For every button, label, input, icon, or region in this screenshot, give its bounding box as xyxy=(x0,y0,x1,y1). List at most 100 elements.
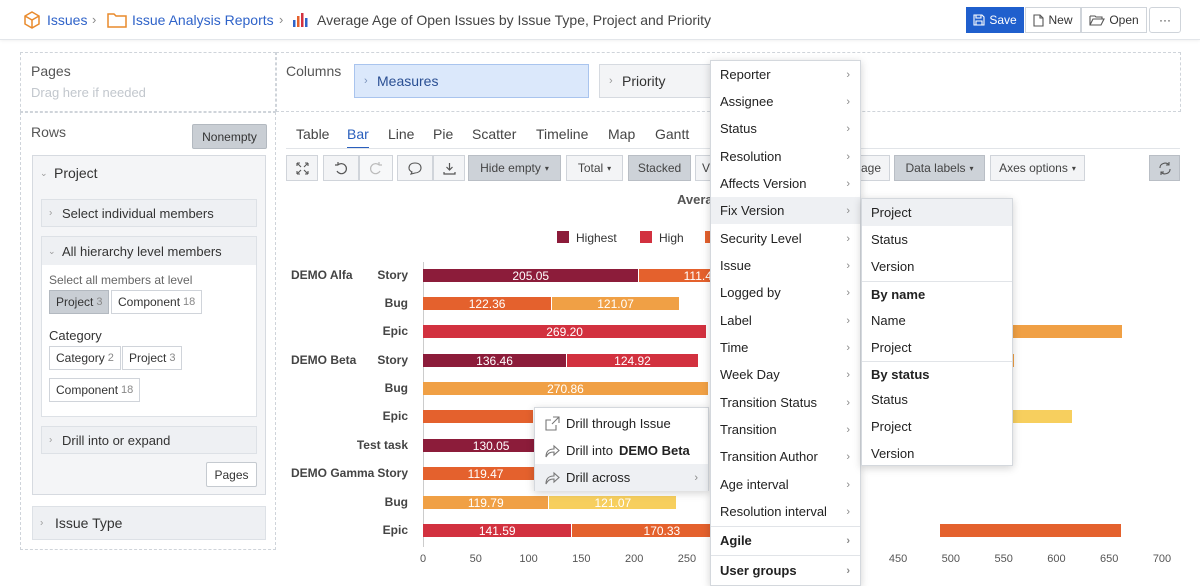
chevron-down-icon: ▾ xyxy=(607,163,612,173)
axes-options-dropdown[interactable]: Axes options ▾ xyxy=(990,155,1085,181)
comment-button[interactable] xyxy=(397,155,433,181)
category-chip-category[interactable]: Category 2 xyxy=(49,346,121,370)
hide-empty-dropdown[interactable]: Hide empty ▾ xyxy=(468,155,561,181)
breadcrumb-folder[interactable]: Issue Analysis Reports xyxy=(132,12,274,28)
bar-data-label: 111.4 xyxy=(683,269,712,282)
bar-segment[interactable]: 269.20 xyxy=(423,325,708,338)
bar-segment[interactable]: 119.47 xyxy=(423,467,550,480)
dimension-item-transition-author[interactable]: Transition Author › xyxy=(711,443,860,470)
drill-into-item[interactable]: Drill into DEMO Beta xyxy=(535,437,708,464)
x-tick-label: 550 xyxy=(994,553,1013,565)
dimension-item-issue[interactable]: Issue › xyxy=(711,252,860,279)
tab-gantt[interactable]: Gantt xyxy=(655,126,690,142)
total-dropdown[interactable]: Total ▾ xyxy=(566,155,623,181)
fix-version-version-item[interactable]: Version xyxy=(862,253,1012,280)
by-status-project-item[interactable]: Project xyxy=(862,413,1012,440)
dimension-item-transition-status[interactable]: Transition Status › xyxy=(711,389,860,416)
dimension-item-transition[interactable]: Transition › xyxy=(711,416,860,443)
level-chip-component[interactable]: Component 18 xyxy=(111,290,203,314)
bar-segment[interactable]: 124.92 xyxy=(567,354,699,367)
project-header[interactable]: ⌄ Project xyxy=(33,156,265,190)
bar-segment[interactable]: 136.46 xyxy=(423,354,568,367)
tab-bar[interactable]: Bar xyxy=(347,126,369,149)
nonempty-button[interactable]: Nonempty xyxy=(192,124,267,149)
dimension-item-week-day[interactable]: Week Day › xyxy=(711,361,860,388)
save-button[interactable]: Save xyxy=(966,7,1024,33)
bar-segment[interactable]: 122.36 xyxy=(423,297,553,310)
measures-chip[interactable]: › Measures xyxy=(354,64,589,98)
dimension-item-label[interactable]: Label › xyxy=(711,307,860,334)
dimension-item-security-level[interactable]: Security Level › xyxy=(711,225,860,252)
undo-button[interactable] xyxy=(323,155,359,181)
by-status-status-item[interactable]: Status xyxy=(862,386,1012,413)
drill-into-or-expand[interactable]: › Drill into or expand xyxy=(41,426,257,454)
dimension-item-resolution-interval[interactable]: Resolution interval › xyxy=(711,498,860,525)
bar-segment[interactable]: 121.07 xyxy=(549,496,678,509)
tab-map[interactable]: Map xyxy=(608,126,636,142)
bar-segment[interactable]: 130.05 xyxy=(423,439,561,452)
dimension-item-user-groups[interactable]: User groups › xyxy=(711,557,860,584)
pages-button[interactable]: Pages xyxy=(206,462,257,487)
dimension-item-agile[interactable]: Agile › xyxy=(711,527,860,554)
tab-pie[interactable]: Pie xyxy=(433,126,454,142)
bar-segment[interactable] xyxy=(1013,410,1073,423)
bar-segment[interactable]: 205.05 xyxy=(423,269,640,282)
chevron-right-icon: › xyxy=(846,368,850,381)
bar-segment[interactable] xyxy=(1013,354,1015,367)
more-options-button[interactable]: ··· xyxy=(1149,7,1181,33)
pages-panel[interactable]: Pages Drag here if needed xyxy=(20,52,276,112)
new-button[interactable]: New xyxy=(1025,7,1081,33)
legend-swatch xyxy=(640,231,652,243)
dimension-item-logged-by[interactable]: Logged by › xyxy=(711,279,860,306)
bar-segment[interactable] xyxy=(940,524,1122,537)
percentage-toggle[interactable]: age xyxy=(858,155,890,181)
tab-scatter[interactable]: Scatter xyxy=(472,126,517,142)
bar-segment[interactable]: 270.86 xyxy=(423,382,709,395)
all-hierarchy-levels-header[interactable]: ⌄ All hierarchy level members xyxy=(42,237,256,265)
category-chip-component[interactable]: Component 18 xyxy=(49,378,141,402)
tab-line[interactable]: Line xyxy=(388,126,415,142)
fix-version-status-item[interactable]: Status xyxy=(862,226,1012,253)
dimension-item-reporter[interactable]: Reporter › xyxy=(711,61,860,88)
data-labels-dropdown[interactable]: Data labels ▾ xyxy=(894,155,985,181)
priority-chip[interactable]: › Priority xyxy=(599,64,711,98)
issue-type-label: Epic xyxy=(382,409,408,423)
bar-segment[interactable] xyxy=(423,410,534,423)
dimension-item-resolution[interactable]: Resolution › xyxy=(711,143,860,170)
menu-separator xyxy=(711,526,860,527)
by-name-name-item[interactable]: Name xyxy=(862,307,1012,334)
menu-item-label: Security Level xyxy=(720,231,802,246)
bar-segment[interactable]: 119.79 xyxy=(423,496,550,509)
bar-segment[interactable] xyxy=(1013,325,1123,338)
dimension-item-fix-version[interactable]: Fix Version › xyxy=(711,197,860,224)
level-chip-project[interactable]: Project 3 xyxy=(49,290,110,314)
redo-button[interactable] xyxy=(359,155,393,181)
dimension-item-assignee[interactable]: Assignee › xyxy=(711,88,860,115)
vertical-label: V xyxy=(702,161,711,175)
dimension-item-status[interactable]: Status › xyxy=(711,115,860,142)
cube-icon xyxy=(24,11,40,29)
dimension-item-affects-version[interactable]: Affects Version › xyxy=(711,170,860,197)
dimension-item-time[interactable]: Time › xyxy=(711,334,860,361)
by-status-version-item[interactable]: Version xyxy=(862,440,1012,467)
drill-across-item[interactable]: Drill across › xyxy=(535,464,708,491)
stacked-toggle[interactable]: Stacked xyxy=(628,155,691,181)
tab-table[interactable]: Table xyxy=(296,126,330,142)
bar-segment[interactable]: 121.07 xyxy=(552,297,680,310)
measures-label: Measures xyxy=(377,73,439,89)
fullscreen-button[interactable] xyxy=(286,155,318,181)
breadcrumb-issues[interactable]: Issues xyxy=(47,12,88,28)
fix-version-project-item[interactable]: Project xyxy=(862,199,1012,226)
tab-timeline[interactable]: Timeline xyxy=(536,126,589,142)
refresh-button[interactable] xyxy=(1149,155,1180,181)
dimension-item-age-interval[interactable]: Age interval › xyxy=(711,471,860,498)
export-button[interactable] xyxy=(433,155,465,181)
by-name-project-item[interactable]: Project xyxy=(862,334,1012,361)
open-button[interactable]: Open xyxy=(1081,7,1147,33)
rows-panel[interactable]: Rows Nonempty ⌄ Project › Select individ… xyxy=(20,112,276,550)
select-individual-members[interactable]: › Select individual members xyxy=(41,199,257,227)
drill-through-issue-item[interactable]: Drill through Issue xyxy=(535,410,708,437)
issue-type-dimension[interactable]: › Issue Type xyxy=(32,506,266,540)
category-chip-project[interactable]: Project 3 xyxy=(122,346,183,370)
bar-segment[interactable]: 141.59 xyxy=(423,524,573,537)
